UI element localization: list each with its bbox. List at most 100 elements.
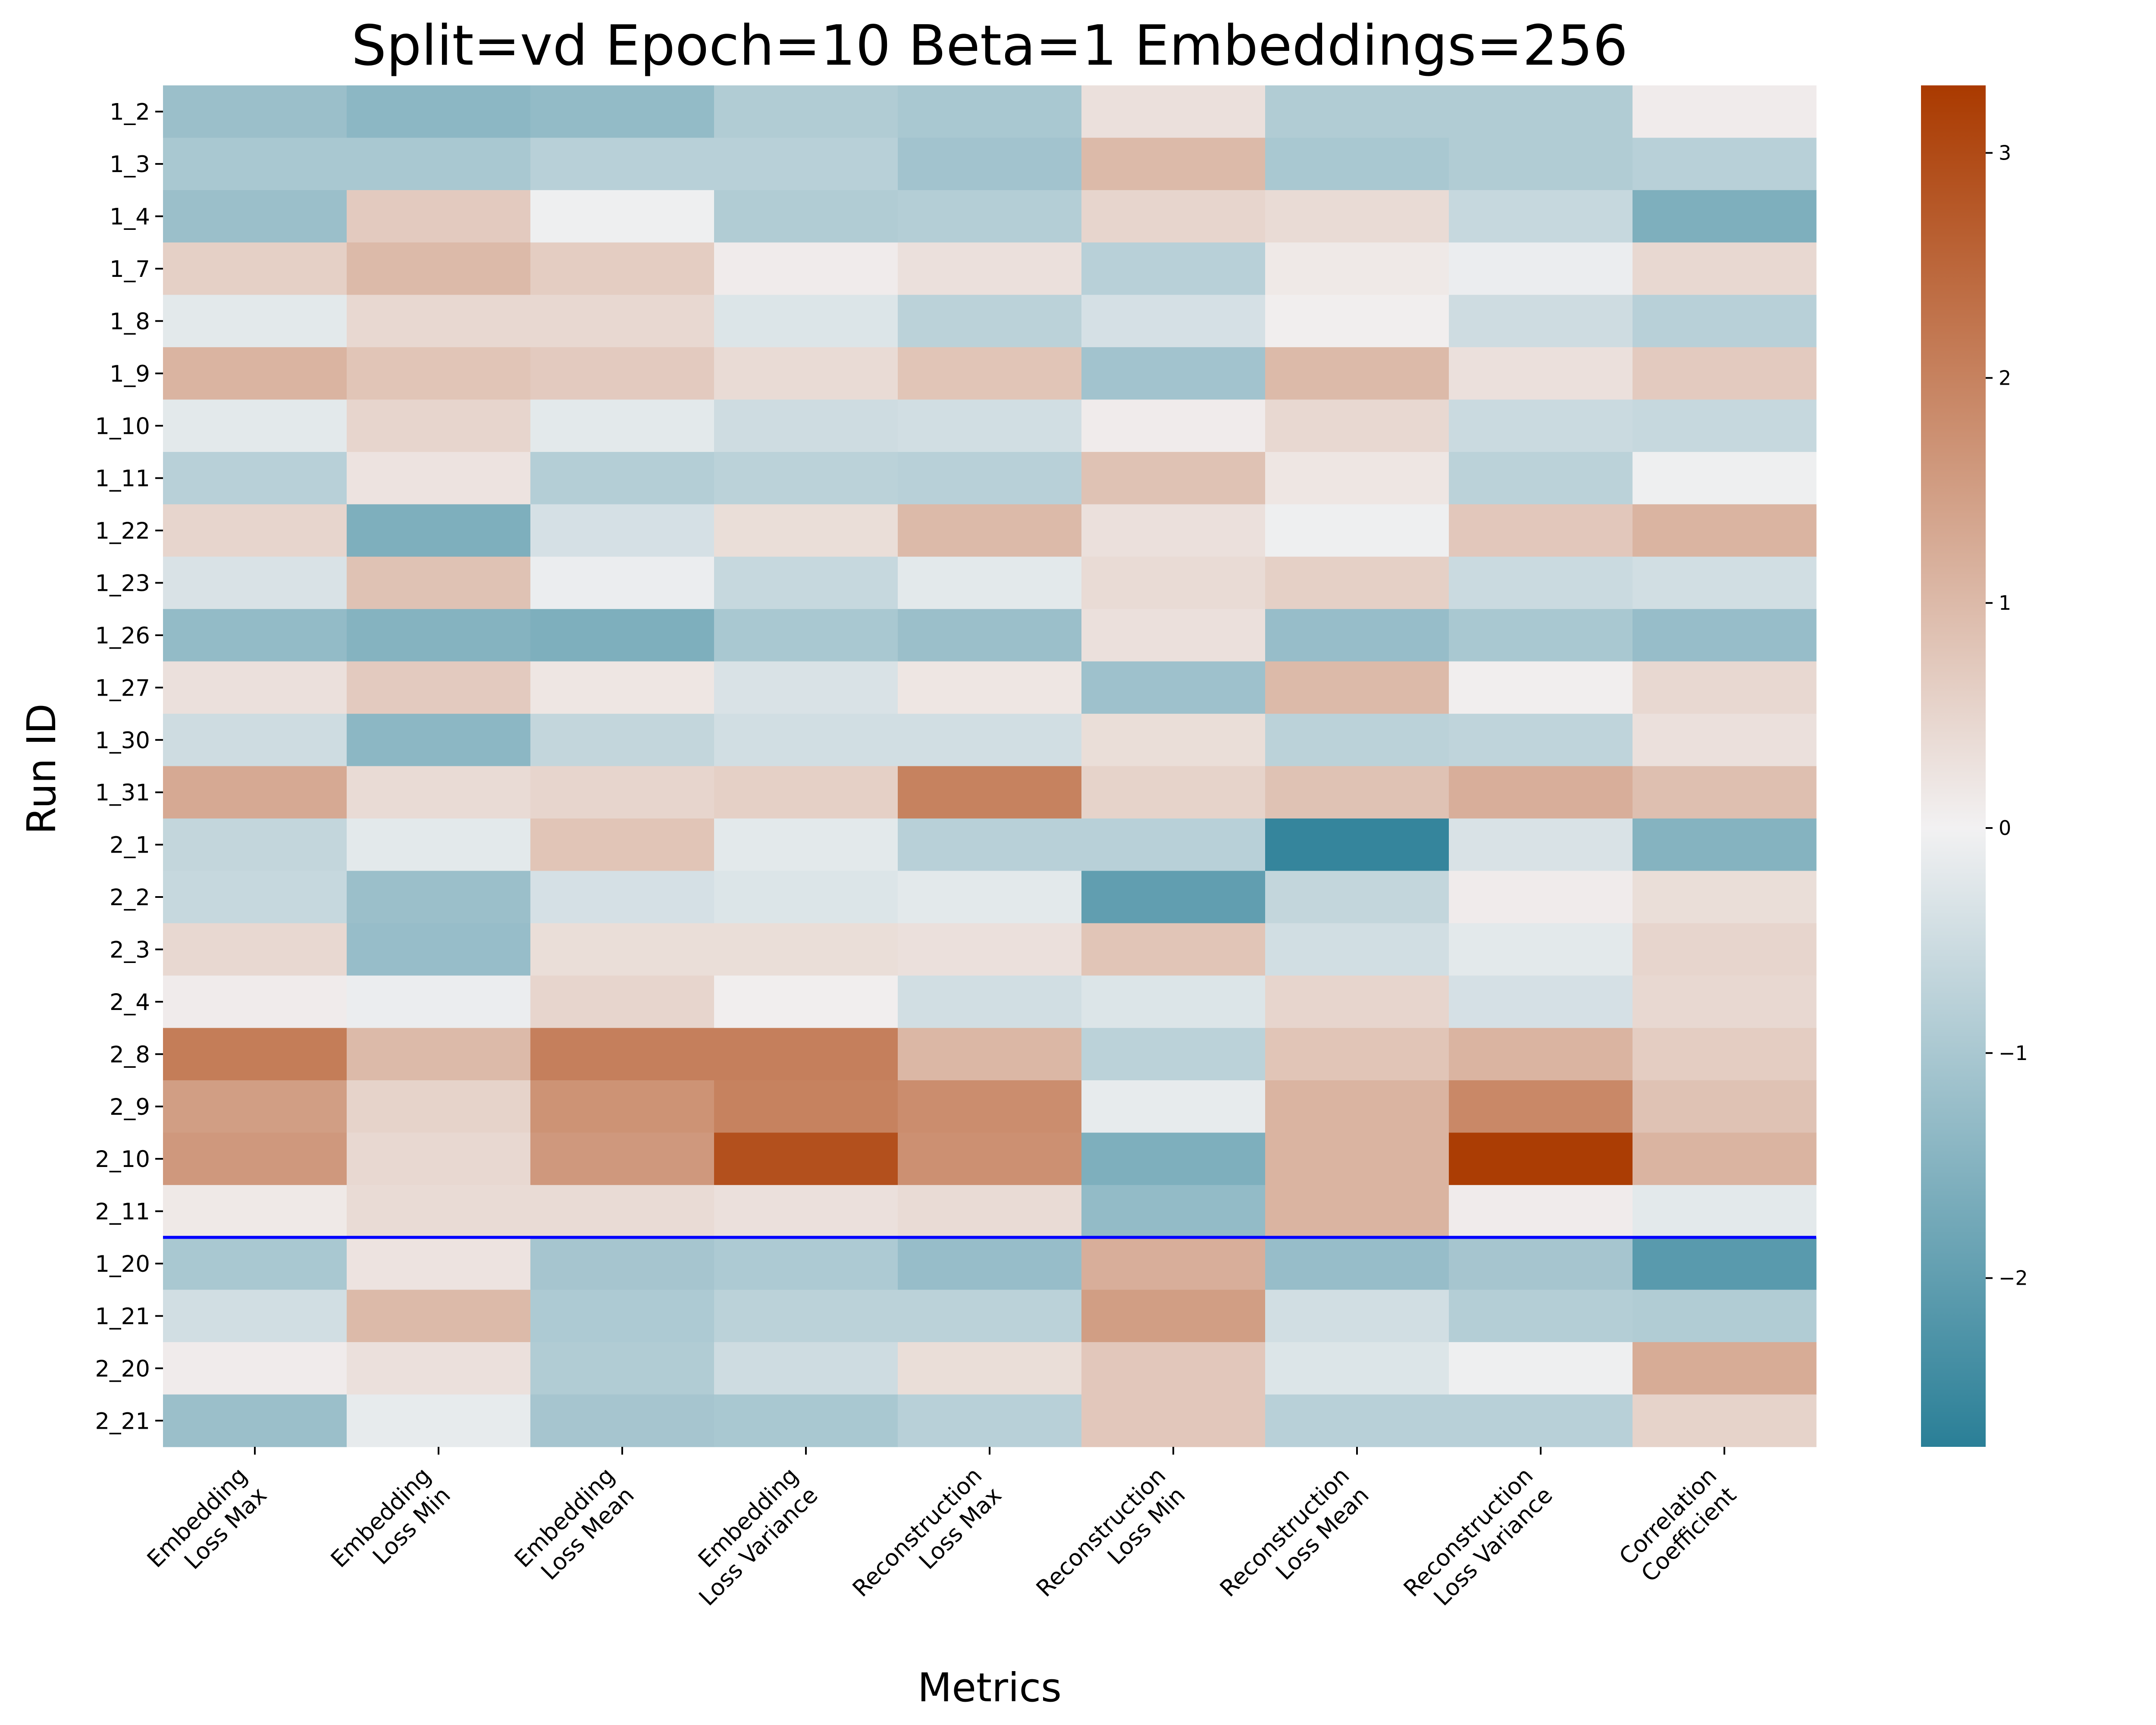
heatmap-cell: [530, 399, 714, 452]
heatmap-cell: [163, 661, 347, 714]
heatmap-cell: [1081, 1289, 1266, 1342]
heatmap-cell: [1265, 609, 1449, 662]
heatmap-cell: [163, 1342, 347, 1395]
heatmap-cell: [1081, 714, 1266, 767]
heatmap-cell: [530, 1080, 714, 1133]
heatmap-cell: [163, 871, 347, 924]
heatmap-cell: [530, 1185, 714, 1238]
heatmap-cell: [163, 975, 347, 1029]
heatmap-cell: [1633, 1028, 1817, 1081]
heatmap-cell: [1265, 138, 1449, 191]
heatmap-cell: [347, 242, 531, 295]
heatmap-cell: [530, 1028, 714, 1081]
heatmap-cell: [1449, 871, 1633, 924]
heatmap-cell: [347, 1080, 531, 1133]
heatmap-cell: [347, 1185, 531, 1238]
heatmap-cell: [898, 347, 1082, 400]
heatmap-cell: [530, 661, 714, 714]
heatmap-cell: [530, 1132, 714, 1186]
heatmap-cell: [1081, 661, 1266, 714]
heatmap-cell: [1081, 818, 1266, 871]
heatmap-cell: [898, 871, 1082, 924]
y-axis-label: Run ID: [19, 703, 65, 834]
column-tick-label: ReconstructionLoss Max: [848, 1462, 1007, 1622]
heatmap-cell: [714, 242, 898, 295]
row-tick-label: 1_11: [95, 466, 150, 492]
colorbar-tick-label: −1: [1999, 1041, 2028, 1065]
row-tick-label: 1_7: [110, 256, 150, 282]
heatmap-cell: [163, 1289, 347, 1342]
heatmap-cell: [163, 609, 347, 662]
heatmap-cell: [163, 1394, 347, 1447]
heatmap-cell: [530, 1289, 714, 1342]
heatmap-cell: [163, 295, 347, 348]
heatmap-cell: [163, 399, 347, 452]
heatmap-cell: [898, 1132, 1082, 1186]
heatmap-cell: [898, 1342, 1082, 1395]
heatmap-cell: [1265, 818, 1449, 871]
heatmap-cell: [1265, 242, 1449, 295]
heatmap-cell: [1633, 1237, 1817, 1290]
heatmap-cell: [1449, 85, 1633, 138]
heatmap-cell: [1081, 975, 1266, 1029]
heatmap-cell: [714, 1080, 898, 1133]
heatmap-cell: [1449, 766, 1633, 819]
heatmap-cell: [347, 556, 531, 609]
heatmap-cell: [347, 766, 531, 819]
heatmap-cell: [1081, 923, 1266, 976]
heatmap-cell: [1265, 85, 1449, 138]
heatmap-cell: [1449, 661, 1633, 714]
heatmap-cell: [898, 923, 1082, 976]
heatmap-cell: [714, 1289, 898, 1342]
heatmap-cell: [163, 714, 347, 767]
heatmap-cell: [1449, 975, 1633, 1029]
row-tick-label: 2_9: [110, 1094, 150, 1120]
heatmap-cell: [347, 661, 531, 714]
row-tick-label: 2_20: [95, 1356, 150, 1382]
heatmap-cell: [1449, 1132, 1633, 1186]
heatmap-cell: [530, 1237, 714, 1290]
column-tick-label: CorrelationCoefficient: [1614, 1462, 1742, 1590]
heatmap-cell: [1633, 1080, 1817, 1133]
heatmap-cell: [1081, 190, 1266, 243]
heatmap-cell: [530, 85, 714, 138]
heatmap-cell: [347, 1289, 531, 1342]
heatmap-cell: [1633, 347, 1817, 400]
colorbar-tick-label: 0: [1999, 816, 2011, 840]
heatmap-cell: [1449, 452, 1633, 505]
row-tick-label: 2_11: [95, 1199, 150, 1225]
heatmap-cell: [347, 452, 531, 505]
heatmap-cell: [714, 714, 898, 767]
heatmap-cell: [347, 138, 531, 191]
heatmap-cell: [1081, 1185, 1266, 1238]
heatmap-cell: [163, 85, 347, 138]
row-tick-label: 2_3: [110, 937, 150, 963]
heatmap-cell: [1265, 1132, 1449, 1186]
heatmap-cell: [347, 975, 531, 1029]
heatmap-cell: [1265, 714, 1449, 767]
heatmap-cell: [1633, 1394, 1817, 1447]
colorbar-tick-label: −2: [1999, 1267, 2028, 1290]
row-tick-label: 1_20: [95, 1251, 150, 1277]
column-tick-label: ReconstructionLoss Mean: [1215, 1462, 1374, 1622]
heatmap-cell: [1081, 1237, 1266, 1290]
heatmap-cell: [1081, 556, 1266, 609]
heatmap-cell: [1449, 923, 1633, 976]
heatmap-cell: [898, 295, 1082, 348]
row-tick-label: 2_2: [110, 884, 150, 911]
row-tick-label: 2_8: [110, 1041, 150, 1068]
heatmap-cell: [1449, 818, 1633, 871]
heatmap-cell: [530, 1394, 714, 1447]
heatmap-cell: [898, 1394, 1082, 1447]
heatmap-cell: [898, 818, 1082, 871]
row-tick-label: 1_21: [95, 1303, 150, 1330]
heatmap-cell: [530, 347, 714, 400]
heatmap-cell: [1633, 661, 1817, 714]
heatmap-cell: [163, 1132, 347, 1186]
heatmap-cell: [163, 190, 347, 243]
heatmap-cell: [1265, 1080, 1449, 1133]
heatmap-cell: [1265, 1394, 1449, 1447]
row-tick-label: 2_10: [95, 1146, 150, 1173]
heatmap-cell: [1265, 1237, 1449, 1290]
heatmap-cell: [1449, 242, 1633, 295]
